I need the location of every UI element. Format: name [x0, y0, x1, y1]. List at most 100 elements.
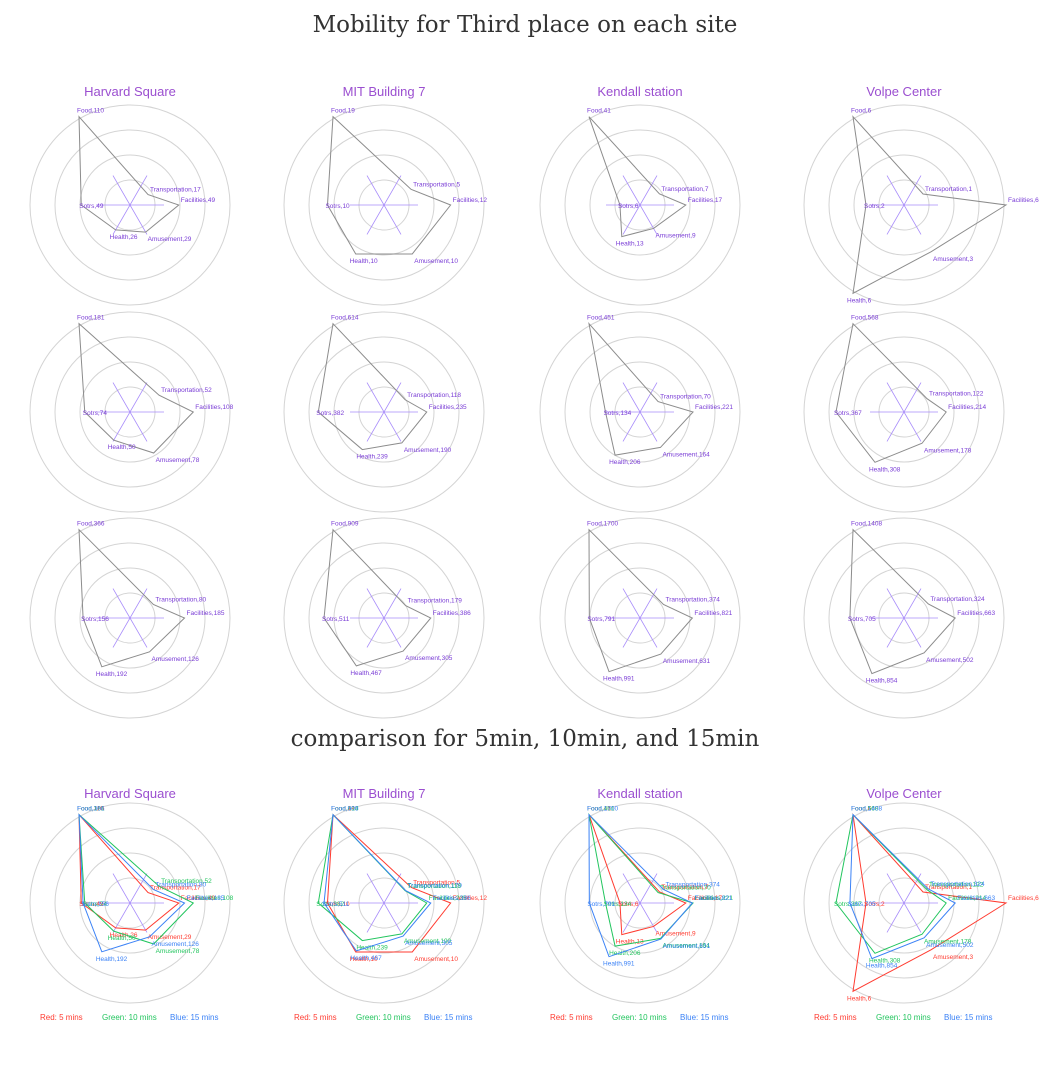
radar-volpe-center-row2-label-amusement: Amusement,178 [924, 447, 972, 454]
radar-harvard-square-row1-label-facilities: Facilities,49 [181, 197, 216, 204]
comparison-site-title-harvard-square: Harvard Square [84, 786, 176, 801]
comparison-mit-building-7-series3-polygon [323, 813, 432, 952]
radar-mit-building-7-row1-label-facilities: Facilities,12 [453, 197, 488, 204]
comparison-volpe-center-series2-label-amusement: Amusement,178 [924, 938, 972, 945]
comparison-harvard-square-series3-label-food: Food,366 [77, 806, 105, 813]
radar-kendall-station-row2-grid-ring-4 [539, 311, 741, 513]
comparison-volpe-center-series3-polygon [849, 813, 957, 960]
comparison-mit-building-7-series3-label-food: Food,909 [331, 806, 359, 813]
comparison-harvard-square-legend-1: Red: 5 mins [40, 1013, 83, 1022]
comparison-harvard-square-grid-ring-3 [54, 827, 206, 979]
radar-harvard-square-row2-grid-ring-2 [79, 361, 181, 463]
comparison-kendall-station-series1-polygon [588, 814, 687, 936]
radar-harvard-square-row2-grid-ring-3 [54, 336, 206, 488]
radar-harvard-square-row1-label-amusement: Amusement,29 [148, 236, 192, 243]
radar-mit-building-7-row1-label-amusement: Amusement,10 [414, 258, 458, 265]
radar-mit-building-7-row1-polygon [326, 115, 452, 255]
radar-mit-building-7-row2-label-facilities: Facilities,235 [429, 404, 467, 411]
radar-volpe-center-row2-label-health: Health,308 [869, 466, 901, 473]
radar-harvard-square-row2-label-sotrs: Sotrs,74 [83, 410, 108, 417]
radar-kendall-station-row1-label-food: Food,41 [587, 108, 611, 115]
comparison-site-title-volpe-center: Volpe Center [866, 786, 942, 801]
comparison-volpe-center-legend-2: Green: 10 mins [876, 1013, 931, 1022]
comparison-harvard-square-series3-label-facilities: Facilities,185 [187, 895, 225, 902]
comparison-volpe-center-series1-label-facilities: Facilities,6 [1008, 895, 1039, 902]
radar-volpe-center-row1-label-facilities: Facilities,6 [1008, 197, 1039, 204]
comparison-volpe-center-legend-3: Blue: 15 mins [944, 1013, 992, 1022]
comparison-mit-building-7: Food,19 Transportation,5 Facilities,12 Amus… [283, 802, 487, 1022]
comparison-kendall-station-series2-label-sotrs: Sotrs,134 [603, 901, 631, 908]
radar-harvard-square-row3-label-sotrs: Sotrs,156 [81, 616, 109, 623]
radar-volpe-center-row3-polygon [849, 528, 957, 675]
radar-harvard-square-row3-label-amusement: Amusement,126 [152, 656, 200, 663]
comparison-kendall-station-series2-label-amusement: Amusement,164 [662, 942, 710, 949]
comparison-mit-building-7-series2-label-health: Health,239 [356, 945, 388, 952]
radar-kendall-station-row1: Food,41 Transportation,7 Facilities,17 Amus… [539, 104, 741, 306]
radar-volpe-center-row3-grid-ring-2 [853, 567, 955, 669]
radar-volpe-center-row3-grid-ring-4 [803, 517, 1005, 719]
comparison-kendall-station-series2-label-food: Food,451 [587, 806, 615, 813]
comparison-harvard-square-series3-label-amusement: Amusement,126 [152, 941, 200, 948]
radar-mit-building-7-row2-polygon [317, 322, 428, 451]
radar-kendall-station-row1-grid-ring-4 [539, 104, 741, 306]
radar-kendall-station-row3-label-health: Health,991 [603, 676, 635, 683]
comparison-harvard-square-series2-label-sotrs: Sotrs,74 [83, 901, 108, 908]
radar-volpe-center-row1-label-transportation: Transportation,1 [925, 186, 972, 193]
comparison-volpe-center-series3-label-food: Food,1408 [851, 806, 882, 813]
comparison-kendall-station-legend-2: Green: 10 mins [612, 1013, 667, 1022]
radar-harvard-square-row1-polygon [78, 115, 180, 233]
radar-volpe-center-row3-spoke-3 [886, 588, 922, 648]
radar-volpe-center-row1-polygon [852, 115, 1008, 295]
radar-kendall-station-row3-spoke-3 [622, 588, 658, 648]
comparison-harvard-square-grid-ring-4 [29, 802, 231, 1004]
radar-volpe-center-row2-polygon [835, 322, 947, 463]
comparison-mit-building-7-series3-label-health: Health,467 [350, 955, 382, 962]
comparison-kendall-station-series2-label-transportation: Transportation,70 [660, 885, 711, 892]
comparison-mit-building-7-grid-ring-3 [308, 827, 460, 979]
radar-kendall-station-row2: Food,451 Transportation,70 Facilities,221 A… [539, 311, 741, 513]
radar-mit-building-7-row2-grid-ring-2 [333, 361, 435, 463]
radar-mit-building-7-row1-grid-ring-3 [308, 129, 460, 281]
comparison-kendall-station-series1-label-facilities: Facilities,17 [688, 895, 723, 902]
comparison-kendall-station-grid-ring-3 [564, 827, 716, 979]
radar-mit-building-7-row3-grid-ring-3 [308, 542, 460, 694]
comparison-mit-building-7-grid-ring-4 [283, 802, 485, 1004]
comparison-kendall-station-series2-label-facilities: Facilities,221 [695, 895, 733, 902]
comparison-volpe-center-series2-label-sotrs: Sotrs,367 [834, 901, 862, 908]
radar-mit-building-7-row2: Food,614 Transportation,118 Facilities,235… [283, 311, 485, 513]
comparison-harvard-square-series1-polygon [78, 813, 180, 931]
radar-kendall-station-row1-label-amusement: Amusement,9 [656, 232, 696, 239]
radar-volpe-center-row2-grid-ring-3 [828, 336, 980, 488]
radar-mit-building-7-row1-label-sotrs: Sotrs,10 [325, 203, 350, 210]
comparison-volpe-center-series1-polygon [852, 813, 1008, 993]
radar-harvard-square-row1-grid-ring-2 [79, 154, 181, 256]
comparison-volpe-center-series1-label-amusement: Amusement,3 [933, 954, 973, 961]
comparison-harvard-square-legend-2: Green: 10 mins [102, 1013, 157, 1022]
comparison-mit-building-7-series2-label-food: Food,614 [331, 806, 359, 813]
radar-volpe-center-row3-label-food: Food,1408 [851, 521, 882, 528]
comparison-mit-building-7-series2-label-facilities: Facilities,235 [429, 895, 467, 902]
comparison-volpe-center: Food,6 Transportation,1 Facilities,6 Amusem… [803, 802, 1039, 1022]
radar-mit-building-7-row2-spoke-3 [366, 382, 402, 442]
comparison-harvard-square-series3-polygon [78, 813, 186, 953]
comparison-volpe-center-series2-polygon [835, 813, 947, 954]
radar-harvard-square-row2-label-transportation: Transportation,52 [161, 387, 212, 394]
radar-harvard-square-row2-label-facilities: Facilities,108 [195, 404, 233, 411]
radar-kendall-station-row2-grid-ring-3 [564, 336, 716, 488]
radar-volpe-center-row1-grid-ring-3 [828, 129, 980, 281]
radar-volpe-center-row3-label-sotrs: Sotrs,705 [848, 616, 876, 623]
radar-mit-building-7-row3-spoke-3 [366, 588, 402, 648]
comparison-volpe-center-legend-1: Red: 5 mins [814, 1013, 857, 1022]
comparison-kendall-station-series3-label-amusement: Amusement,631 [663, 943, 711, 950]
radar-harvard-square-row2-spoke-3 [112, 382, 148, 442]
radar-mit-building-7-row2-label-health: Health,239 [356, 454, 388, 461]
radar-harvard-square-row2-label-health: Health,50 [108, 444, 136, 451]
comparison-volpe-center-series1-label-health: Health,6 [847, 995, 872, 1002]
radar-harvard-square-row2-label-amusement: Amusement,78 [156, 457, 200, 464]
radar-volpe-center-row1-label-amusement: Amusement,3 [933, 256, 973, 263]
comparison-volpe-center-series1-label-transportation: Transportation,1 [925, 884, 972, 891]
comparison-volpe-center-series2-label-food: Food,568 [851, 806, 879, 813]
comparison-harvard-square-spoke-3 [112, 873, 148, 933]
comparison-mit-building-7-series1-label-amusement: Amusement,10 [414, 956, 458, 963]
comparison-kendall-station-series2-label-health: Health,206 [609, 950, 641, 957]
